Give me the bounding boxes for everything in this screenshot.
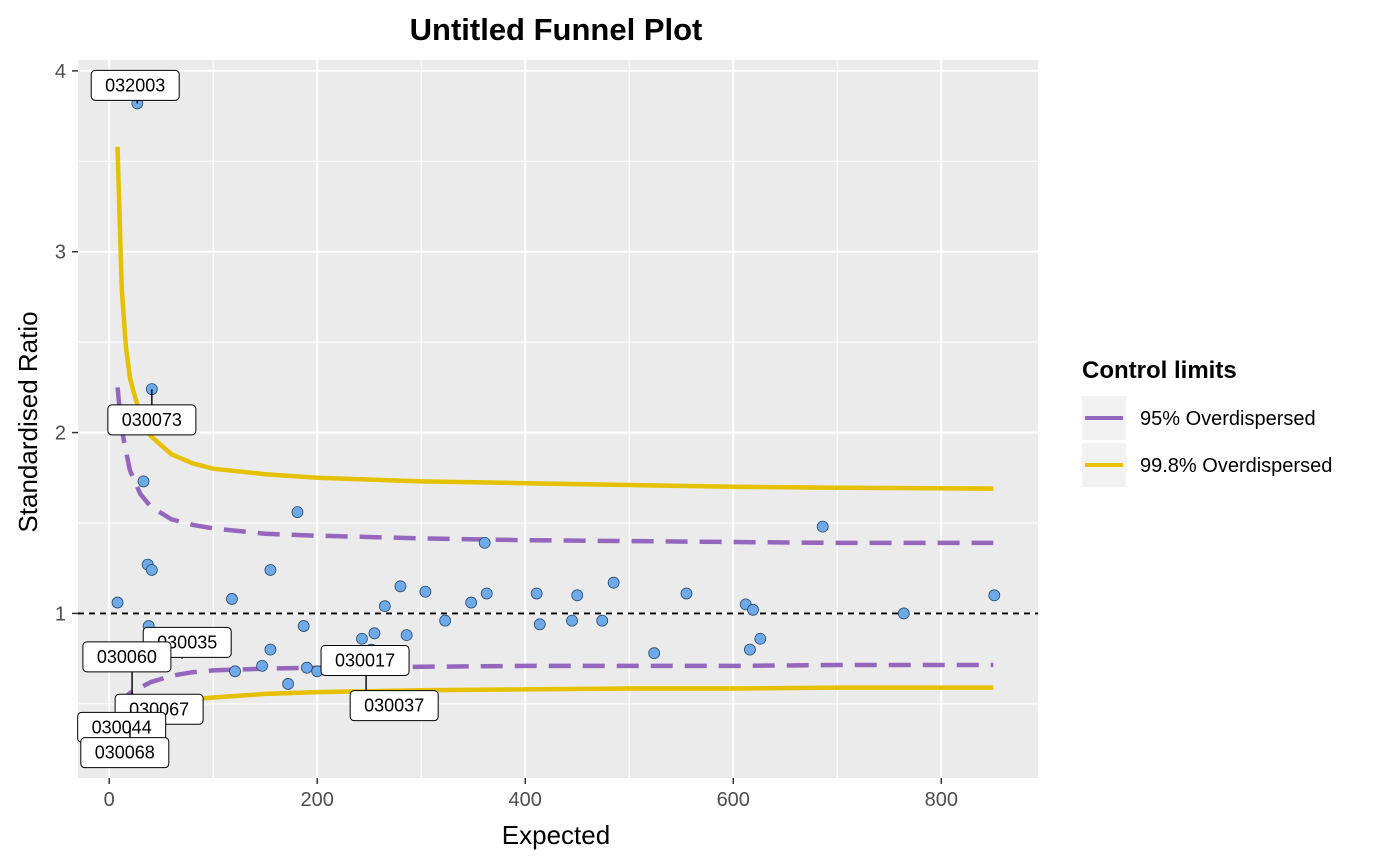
data-point bbox=[530, 587, 543, 600]
label-box bbox=[80, 737, 170, 769]
data-point bbox=[282, 678, 294, 690]
data-point bbox=[394, 580, 407, 593]
data-point bbox=[754, 632, 767, 645]
legend-entries: 95% Overdispersed 99.8% Overdispersed bbox=[1082, 396, 1332, 487]
data-point bbox=[566, 614, 578, 627]
point-label: 030037 bbox=[364, 696, 424, 716]
data-point bbox=[368, 627, 381, 640]
data-point bbox=[743, 643, 756, 656]
legend-label: 99.8% Overdispersed bbox=[1140, 455, 1332, 477]
grid-minor bbox=[78, 60, 1038, 778]
legend-label: 95% Overdispersed bbox=[1140, 408, 1316, 430]
data-point bbox=[988, 589, 1001, 602]
point-label-group: 030017 bbox=[320, 644, 410, 699]
data-point bbox=[607, 576, 620, 589]
data-point bbox=[264, 643, 277, 656]
label-box bbox=[349, 690, 439, 722]
point-label-group: 030068 bbox=[80, 725, 170, 769]
y-axis: 1 2 3 4 bbox=[55, 61, 78, 625]
point-label-group: 030044 bbox=[77, 711, 167, 743]
data-point bbox=[747, 603, 759, 616]
label-box bbox=[320, 644, 410, 676]
point-label: 030073 bbox=[122, 410, 182, 430]
y-tick-label: 4 bbox=[55, 61, 66, 83]
x-tick-label: 800 bbox=[925, 789, 958, 811]
data-point bbox=[378, 600, 391, 613]
data-point bbox=[256, 659, 268, 672]
panel-background bbox=[78, 60, 1038, 778]
point-label-group: 030037 bbox=[349, 690, 439, 722]
data-point bbox=[356, 632, 368, 645]
x-tick-label: 600 bbox=[717, 789, 750, 811]
data-point bbox=[419, 585, 432, 598]
data-point bbox=[297, 620, 310, 632]
limit-95-upper bbox=[115, 387, 994, 546]
data-point bbox=[648, 647, 661, 660]
data-point bbox=[439, 614, 452, 627]
data-point bbox=[300, 661, 313, 674]
x-tick-label: 0 bbox=[104, 789, 115, 811]
x-tick-label: 200 bbox=[301, 789, 334, 811]
data-point bbox=[111, 596, 124, 609]
data-point bbox=[596, 614, 609, 627]
x-axis: 0 200 400 600 800 bbox=[104, 778, 958, 811]
point-labels: 0320030300730300350300600300670300440300… bbox=[77, 69, 439, 769]
data-point bbox=[680, 587, 693, 600]
data-point bbox=[478, 536, 491, 549]
data-point bbox=[897, 607, 910, 620]
label-box bbox=[90, 69, 180, 101]
point-label-group: 030060 bbox=[82, 641, 172, 708]
legend: Control limits 95% Overdispersed 99.8% Ov… bbox=[1082, 357, 1332, 487]
y-axis-title: Standardised Ratio bbox=[13, 311, 43, 532]
label-box bbox=[107, 404, 197, 436]
data-point bbox=[400, 629, 413, 642]
legend-title: Control limits bbox=[1082, 357, 1237, 384]
data-point bbox=[145, 564, 158, 576]
grid-major bbox=[78, 60, 1038, 778]
data-point bbox=[291, 506, 304, 519]
y-tick-label: 3 bbox=[55, 242, 66, 264]
limit-998-upper bbox=[115, 146, 994, 491]
point-label: 030035 bbox=[157, 632, 217, 652]
point-label: 032003 bbox=[105, 75, 165, 95]
point-label: 030060 bbox=[97, 647, 157, 667]
data-point bbox=[226, 593, 238, 605]
y-tick-label: 2 bbox=[55, 423, 66, 445]
data-point bbox=[816, 520, 829, 533]
data-point bbox=[137, 475, 150, 488]
point-label: 030068 bbox=[95, 743, 155, 763]
label-box bbox=[82, 641, 172, 673]
point-label: 030017 bbox=[335, 650, 395, 670]
x-axis-title: Expected bbox=[502, 820, 610, 850]
point-label-group: 032003 bbox=[90, 69, 180, 104]
x-tick-label: 400 bbox=[509, 789, 542, 811]
chart-title: Untitled Funnel Plot bbox=[410, 12, 703, 47]
data-point bbox=[480, 587, 493, 600]
point-label: 030044 bbox=[92, 717, 152, 737]
data-point bbox=[571, 589, 584, 602]
data-point bbox=[264, 564, 277, 576]
y-tick-label: 1 bbox=[55, 603, 66, 625]
plot-panel: 0320030300730300350300600300670300440300… bbox=[77, 60, 1038, 778]
point-label-group: 030073 bbox=[107, 389, 197, 436]
data-point bbox=[229, 665, 241, 678]
data-point bbox=[533, 618, 546, 631]
data-point bbox=[465, 596, 478, 609]
